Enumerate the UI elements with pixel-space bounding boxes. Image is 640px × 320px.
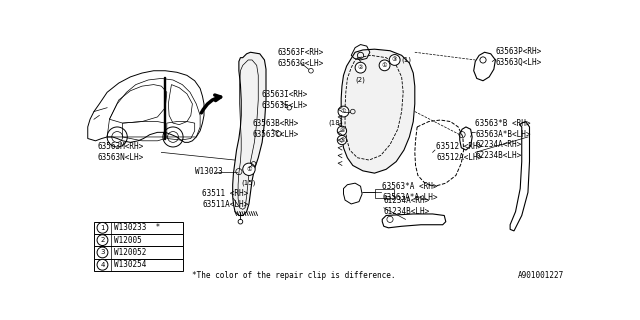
Text: 4: 4: [100, 262, 105, 268]
Text: 63563*A <RH>
63563A*A<LH>: 63563*A <RH> 63563A*A<LH>: [382, 182, 438, 203]
Text: W120052: W120052: [114, 248, 147, 257]
Circle shape: [97, 260, 108, 270]
Text: ④: ④: [339, 128, 345, 133]
Text: ①: ①: [340, 109, 346, 114]
Bar: [94, 246, 183, 259]
Text: ①: ①: [382, 63, 387, 68]
Text: 63563M<RH>
63563N<LH>: 63563M<RH> 63563N<LH>: [97, 142, 143, 163]
Bar: [374, 188, 394, 198]
Text: 2: 2: [100, 237, 105, 243]
Bar: [94, 222, 183, 234]
Circle shape: [389, 55, 400, 65]
Text: ③: ③: [392, 58, 397, 62]
Text: 1: 1: [100, 225, 105, 231]
Text: W130233  *: W130233 *: [114, 223, 161, 232]
Text: ②: ②: [358, 65, 364, 70]
Circle shape: [355, 62, 366, 73]
Circle shape: [379, 60, 390, 71]
Circle shape: [338, 106, 349, 117]
Text: 61234A<RH>
61234B<LH>: 61234A<RH> 61234B<LH>: [384, 196, 430, 216]
Text: 3: 3: [100, 250, 105, 255]
Text: 63512 <RH>
63512A<LH>: 63512 <RH> 63512A<LH>: [436, 142, 483, 163]
Polygon shape: [164, 77, 165, 139]
Text: ⑤: ⑤: [339, 138, 345, 142]
Polygon shape: [341, 49, 415, 173]
Text: W12005: W12005: [114, 236, 142, 245]
Circle shape: [243, 163, 255, 175]
Text: 63563B<RH>
63563C<LH>: 63563B<RH> 63563C<LH>: [252, 119, 298, 139]
Text: (18): (18): [328, 119, 343, 126]
Circle shape: [97, 247, 108, 258]
Text: 63563*B <RH>
63563A*B<LH>: 63563*B <RH> 63563A*B<LH>: [476, 119, 531, 139]
Text: (1): (1): [402, 57, 412, 63]
Text: ①: ①: [246, 167, 252, 172]
Text: (2): (2): [356, 77, 365, 84]
Text: *The color of the repair clip is difference.: *The color of the repair clip is differe…: [193, 271, 396, 280]
Circle shape: [97, 222, 108, 233]
Text: A901001227: A901001227: [518, 271, 564, 280]
Text: (15): (15): [242, 179, 256, 186]
Text: 63563F<RH>
63563G<LH>: 63563F<RH> 63563G<LH>: [278, 48, 324, 68]
Bar: [94, 234, 183, 246]
Polygon shape: [233, 52, 266, 215]
Circle shape: [97, 235, 108, 245]
Circle shape: [337, 135, 347, 145]
Text: 62234A<RH>
62234B<LH>: 62234A<RH> 62234B<LH>: [476, 140, 522, 160]
Text: 63511 <RH>
63511A<LH>: 63511 <RH> 63511A<LH>: [202, 188, 249, 209]
Text: W13023: W13023: [195, 167, 223, 176]
Bar: [94, 259, 183, 271]
Circle shape: [337, 126, 347, 135]
Text: 63563I<RH>
63563E<LH>: 63563I<RH> 63563E<LH>: [261, 90, 308, 110]
Text: 63563P<RH>
63563Q<LH>: 63563P<RH> 63563Q<LH>: [495, 47, 541, 67]
Text: W130254: W130254: [114, 260, 147, 269]
